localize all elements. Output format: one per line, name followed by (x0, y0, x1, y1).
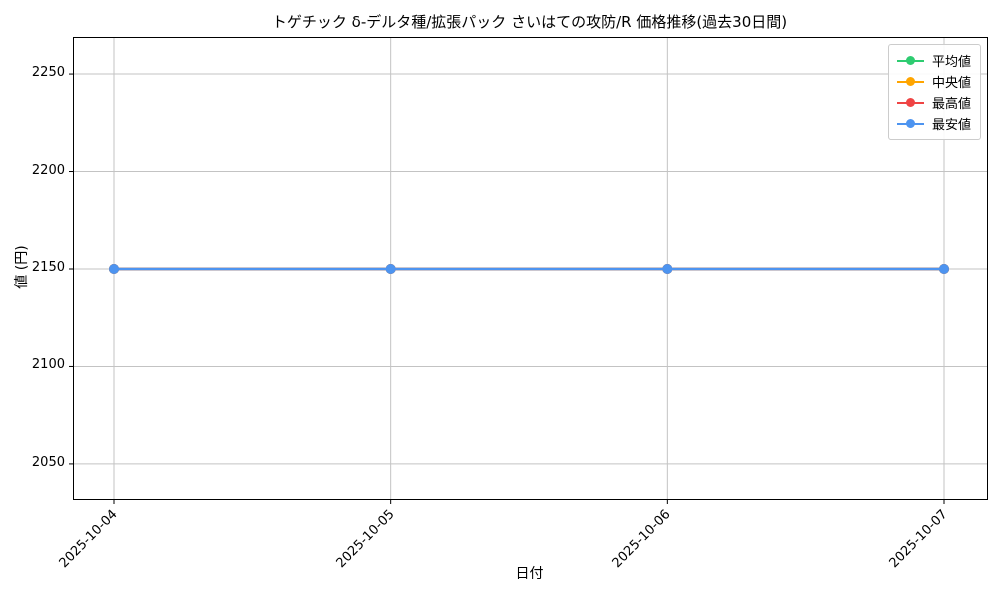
chart-title: トゲチック δ-デルタ種/拡張パック さいはての攻防/R 価格推移(過去30日間… (271, 13, 788, 31)
legend-label: 平均値 (931, 55, 971, 70)
legend-label: 最安値 (931, 118, 971, 133)
y-tick-label: 2200 (31, 162, 65, 178)
plot-area (69, 37, 988, 504)
legend-marker-dot (905, 119, 915, 128)
legend-line-icon (896, 119, 924, 129)
legend-item: 中央値 (896, 71, 971, 92)
y-tick-label: 2100 (31, 357, 65, 373)
legend: 平均値中央値最高値最安値 (887, 44, 981, 140)
legend-item: 最高値 (896, 92, 971, 113)
legend-line-icon (896, 98, 924, 108)
series-marker (385, 263, 396, 274)
y-tick-label: 2150 (31, 259, 65, 275)
legend-line-icon (896, 56, 924, 66)
y-tick-label: 2250 (31, 65, 65, 81)
legend-item: 平均値 (896, 50, 971, 71)
series-marker (662, 263, 673, 274)
legend-marker-dot (905, 98, 915, 107)
plot-canvas (69, 38, 987, 504)
series-marker (939, 263, 949, 274)
x-axis-label: 日付 (515, 566, 544, 582)
legend-marker-dot (905, 77, 915, 86)
series-marker (109, 263, 119, 274)
y-tick-label: 2050 (31, 454, 65, 470)
legend-label: 中央値 (931, 76, 971, 91)
legend-marker-dot (905, 56, 915, 65)
legend-line-icon (896, 77, 924, 87)
legend-item: 最安値 (896, 113, 971, 134)
legend-label: 最高値 (931, 97, 971, 112)
